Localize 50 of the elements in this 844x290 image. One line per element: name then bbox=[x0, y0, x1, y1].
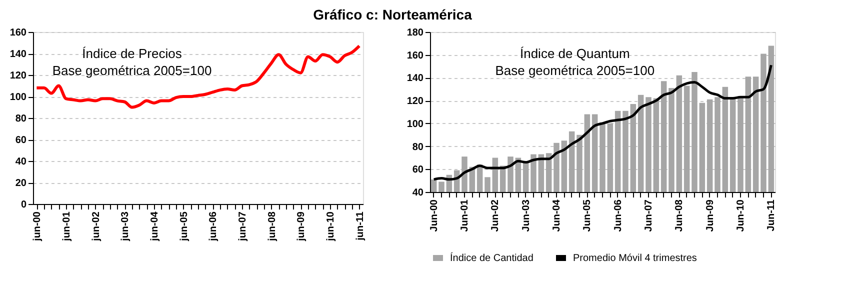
y-tick-label: 60 bbox=[412, 164, 424, 176]
line-series bbox=[35, 44, 361, 109]
y-tick-label: 60 bbox=[15, 135, 27, 146]
x-tick-label: jun-03 bbox=[120, 211, 132, 242]
y-tick-label: 140 bbox=[10, 49, 27, 60]
annotation: Base geométrica 2005=100 bbox=[52, 63, 212, 78]
y-tick-label: 160 bbox=[10, 28, 27, 38]
y-tick-label: 100 bbox=[10, 92, 27, 103]
x-tick-label: Jun-01 bbox=[460, 199, 470, 232]
x-tick-label: jun-02 bbox=[90, 211, 102, 242]
x-tick-label: jun-07 bbox=[238, 211, 248, 242]
y-tick-label: 140 bbox=[406, 73, 424, 84]
annotation: Base geométrica 2005=100 bbox=[495, 63, 655, 78]
x-tick-label: Jun-09 bbox=[704, 199, 716, 232]
line-series bbox=[432, 64, 772, 181]
x-tick-label: jun-04 bbox=[150, 211, 160, 242]
x-tick-label: jun-01 bbox=[62, 211, 72, 242]
x-tick-label: Jun-00 bbox=[428, 199, 440, 232]
y-tick-label: 40 bbox=[412, 188, 424, 198]
x-tick-label: Jun-05 bbox=[582, 199, 594, 232]
x-tick-label: Jun-07 bbox=[644, 199, 654, 232]
y-tick-label: 120 bbox=[406, 96, 424, 108]
y-tick-label: 160 bbox=[406, 50, 424, 62]
y-tick-label: 180 bbox=[406, 28, 424, 38]
x-tick-label: Jun-02 bbox=[490, 199, 502, 232]
x-tick-label: jun-10 bbox=[326, 211, 336, 242]
y-tick-label: 100 bbox=[406, 118, 424, 130]
legend-label: Promedio Móvil 4 trimestres bbox=[573, 253, 697, 264]
x-tick-label: jun-11 bbox=[354, 211, 366, 242]
y-tick-label: 20 bbox=[15, 178, 27, 189]
y-tick-label: 0 bbox=[20, 200, 27, 210]
y-tick-label: 40 bbox=[15, 156, 27, 168]
x-tick-label: Jun-03 bbox=[520, 199, 532, 232]
x-tick-label: Jun-10 bbox=[736, 199, 746, 232]
x-tick-label: jun-06 bbox=[208, 211, 220, 242]
y-tick-label: 80 bbox=[15, 114, 27, 124]
x-tick-label: Jun-11 bbox=[766, 199, 778, 232]
legend-label: Índice de Cantidad bbox=[450, 252, 534, 264]
x-tick-label: jun-00 bbox=[32, 211, 44, 242]
x-tick-label: Jun-06 bbox=[612, 199, 624, 232]
annotation: Índice de Quantum bbox=[520, 46, 630, 61]
x-tick-label: Jun-08 bbox=[674, 199, 686, 232]
x-tick-label: jun-09 bbox=[296, 211, 308, 242]
x-tick-label: jun-05 bbox=[178, 211, 190, 242]
x-tick-label: jun-08 bbox=[266, 211, 278, 242]
y-tick-label: 120 bbox=[10, 70, 27, 82]
text: Gráfico c: Norteamérica bbox=[313, 6, 472, 22]
y-tick-label: 80 bbox=[412, 142, 424, 153]
x-tick-label: Jun-04 bbox=[552, 199, 562, 232]
annotation: Índice de Precios bbox=[82, 46, 182, 61]
